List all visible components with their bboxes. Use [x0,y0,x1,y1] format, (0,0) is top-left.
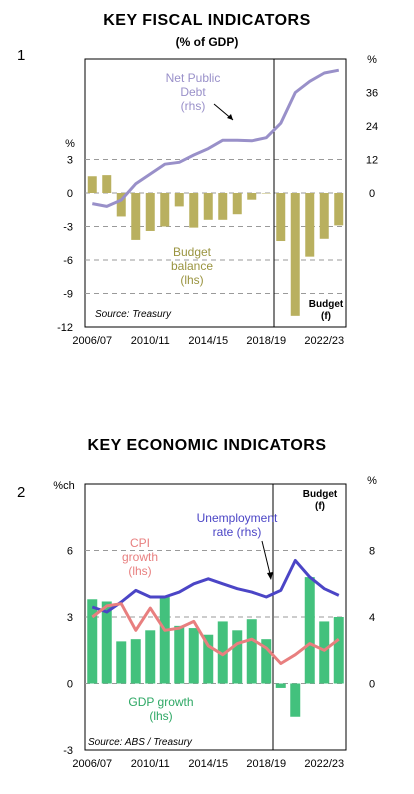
bar [87,176,97,193]
left-tick-label: -12 [57,322,73,334]
x-tick-label: 2006/07 [72,758,112,770]
cpi-annotation: growth [122,550,158,564]
chart2-number: 2 [17,484,26,501]
bar [102,175,112,193]
left-tick-label: -9 [63,289,73,301]
left-tick-label: 0 [67,679,73,691]
cpi-annotation: CPI [130,536,150,550]
x-tick-label: 2022/23 [304,758,344,770]
x-tick-label: 2018/19 [246,758,286,770]
bar [261,639,272,684]
right-unit-label: % [367,475,377,487]
source-note: Source: Treasury [95,309,172,320]
x-tick-label: 2010/11 [131,758,170,770]
unemp-arrowhead [267,572,273,580]
unemp-annotation: rate (rhs) [213,525,262,539]
bar [275,683,286,688]
left-tick-label: 6 [67,546,73,558]
right-tick-label: 24 [366,121,378,133]
gdp-annotation: GDP growth [128,695,193,709]
budget-label: (f) [321,311,331,322]
bar [261,193,271,194]
series-line [91,602,340,665]
bar [174,193,184,207]
bar [101,601,112,684]
bar [131,193,141,240]
x-tick-label: 2014/15 [188,335,228,347]
left-tick-label: -3 [63,745,73,757]
bar [116,193,126,217]
right-tick-label: 0 [369,188,375,200]
balance-annotation: (lhs) [180,273,203,287]
bar [247,193,257,200]
right-tick-label: 36 [366,88,378,100]
bar [305,193,315,257]
left-tick-label: 0 [67,188,73,200]
right-tick-label: 0 [369,679,375,691]
right-tick-label: 12 [366,155,378,167]
budget-label: Budget [309,299,344,310]
right-tick-label: 4 [369,612,375,624]
unemp-annotation: Unemployment [197,511,278,525]
left-unit-label: % [65,138,75,150]
bar [203,634,214,684]
left-tick-label: -6 [63,255,73,267]
bar [319,193,329,239]
chart1-number: 1 [17,47,26,64]
bar [246,619,257,684]
bar [174,625,185,684]
bar [304,577,315,684]
unemp-arrow [261,540,272,579]
debt-arrowhead [227,114,233,120]
left-unit-label: %ch [53,480,74,492]
bar [116,641,127,684]
budget-label: Budget [303,489,338,500]
series-line [92,68,340,208]
bar [290,193,300,316]
budget-label: (f) [315,501,325,512]
series-line [91,559,340,614]
left-tick-label: -3 [63,222,73,234]
balance-annotation: Budget [173,245,212,259]
bar [159,597,170,684]
balance-annotation: balance [171,259,213,273]
gdp-annotation: (lhs) [149,709,172,723]
debt-annotation: Debt [180,85,206,99]
fiscal-chart: 3 0 -3 -6 -9 -12 36 24 12 0%% 2006/07 2010/11 2014/1… [57,54,378,347]
bar [218,193,228,220]
left-tick-label: 3 [67,155,73,167]
bar [188,628,199,684]
bar [145,193,155,231]
chart1-title: KEY FISCAL INDICATORS [103,12,311,29]
x-tick-label: 2022/23 [304,335,344,347]
bar [130,639,141,684]
bar [276,193,286,242]
bar [87,599,98,684]
x-tick-label: 2018/19 [246,335,286,347]
bar [203,193,213,220]
right-tick-label: 8 [369,546,375,558]
bar [290,683,301,717]
bar [232,193,242,215]
debt-annotation: (rhs) [181,99,206,113]
bar [333,617,344,684]
bar [189,193,199,228]
chart2-title: KEY ECONOMIC INDICATORS [87,437,327,454]
source-note: Source: ABS / Treasury [88,737,193,748]
bar [232,630,243,684]
x-tick-label: 2014/15 [188,758,228,770]
chart1-subtitle: (% of GDP) [175,35,239,49]
right-unit-label: % [367,54,377,66]
bar [334,193,344,226]
bar [217,621,228,684]
bar [160,193,170,227]
x-tick-label: 2010/11 [131,335,170,347]
cpi-annotation: (lhs) [128,564,151,578]
left-tick-label: 3 [67,612,73,624]
bar [145,630,156,684]
debt-annotation: Net Public [166,71,221,85]
bar [319,621,330,684]
x-tick-label: 2006/07 [72,335,112,347]
